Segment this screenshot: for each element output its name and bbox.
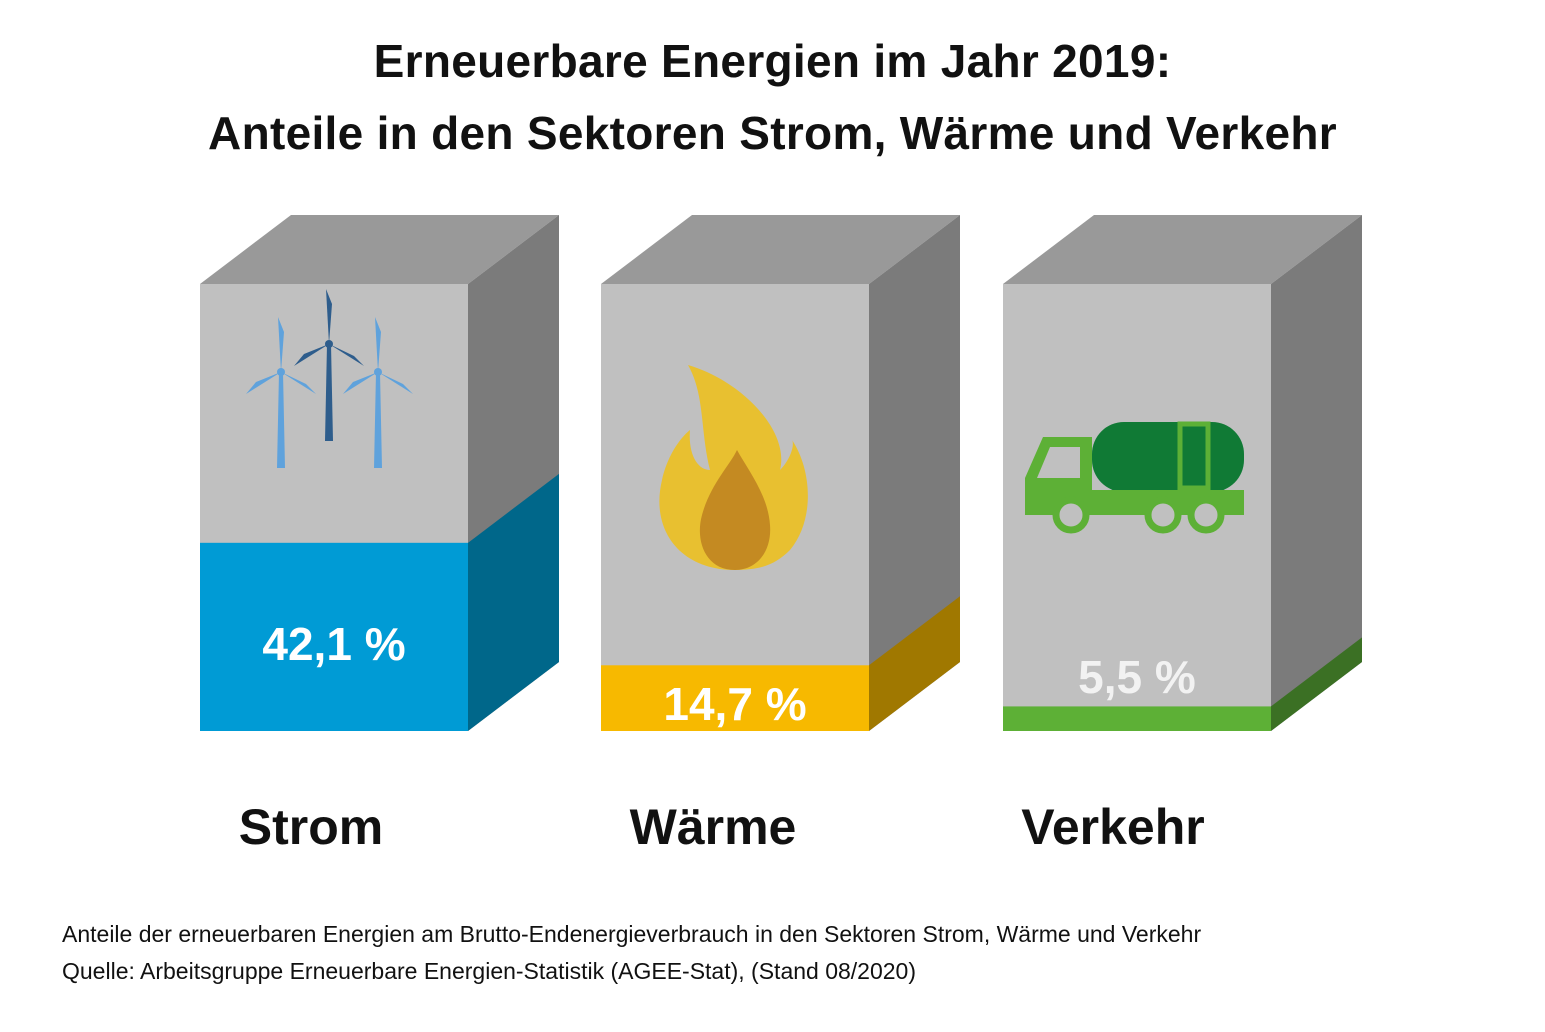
- bar-fill-front: [601, 665, 869, 731]
- category-label-verkehr: Verkehr: [1021, 799, 1205, 855]
- tanker-truck-icon: [1025, 421, 1244, 534]
- bar-waerme: 14,7 %: [601, 215, 960, 731]
- turbine-hub: [277, 368, 285, 376]
- box-top: [200, 215, 559, 284]
- turbine-tower: [325, 344, 333, 441]
- category-label-waerme: Wärme: [629, 799, 797, 855]
- turbine-blade: [294, 344, 329, 366]
- turbine-blade: [343, 372, 378, 394]
- box-side: [869, 215, 960, 731]
- tank: [1092, 422, 1244, 492]
- category-label-strom: Strom: [238, 799, 384, 855]
- box-side: [1271, 215, 1362, 731]
- truck-wheel: [1052, 496, 1090, 534]
- flame-icon: [659, 365, 808, 570]
- source-note: Quelle: Arbeitsgruppe Erneuerbare Energi…: [62, 958, 917, 984]
- turbine-tower: [374, 372, 382, 468]
- bar-fill-side: [869, 596, 960, 731]
- turbine-blade: [329, 344, 364, 366]
- turbine-blade: [278, 317, 284, 372]
- box-top: [1003, 215, 1362, 284]
- data-label-verkehr: 5,5 %: [1078, 651, 1196, 703]
- data-label-waerme: 14,7 %: [663, 678, 806, 730]
- tank-ladder: [1177, 421, 1211, 491]
- box-top: [601, 215, 960, 284]
- bar-strom: 42,1 %: [200, 215, 559, 731]
- bar-verkehr: 5,5 %: [1003, 215, 1362, 731]
- turbine-blade: [326, 289, 332, 344]
- turbine-blade: [375, 317, 381, 372]
- turbine-hub: [325, 340, 333, 348]
- bar-fill-front: [200, 542, 468, 731]
- data-label-strom: 42,1 %: [262, 618, 405, 670]
- flame-inner: [699, 450, 771, 570]
- truck-window: [1037, 447, 1080, 478]
- chart-title: Erneuerbare Energien im Jahr 2019:: [373, 35, 1172, 87]
- wind-turbines-icon: [246, 289, 413, 468]
- footnote: Anteile der erneuerbaren Energien am Bru…: [62, 921, 1202, 947]
- bar-fill-front: [1003, 706, 1271, 731]
- bar-fill-side: [1271, 637, 1362, 731]
- turbine-hub: [374, 368, 382, 376]
- bar-fill-side: [468, 473, 559, 731]
- turbine-blade: [281, 372, 316, 394]
- truck-wheel: [1144, 496, 1182, 534]
- turbine-tower: [277, 372, 285, 468]
- truck-wheel: [1187, 496, 1225, 534]
- turbine-blade: [378, 372, 413, 394]
- chart-subtitle: Anteile in den Sektoren Strom, Wärme und…: [208, 107, 1337, 159]
- turbine-blade: [246, 372, 281, 394]
